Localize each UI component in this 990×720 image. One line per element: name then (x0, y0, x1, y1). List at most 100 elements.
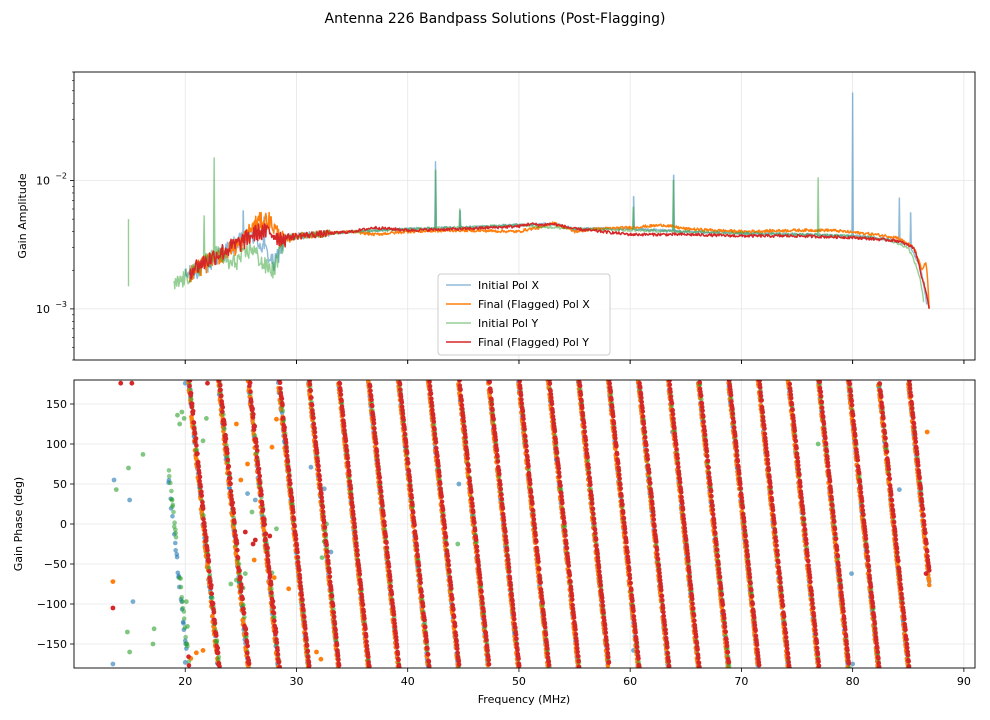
phase-point (190, 408, 196, 414)
phase-point (244, 640, 250, 645)
phase-point (189, 401, 195, 407)
phase-point (169, 497, 175, 503)
phase-outlier-point (249, 509, 255, 515)
phase-point (217, 663, 222, 668)
phase-point (205, 547, 210, 553)
phase-outlier-point (151, 626, 157, 632)
phase-point (323, 532, 328, 538)
amplitude-ticks: 10−310−2 (36, 71, 965, 364)
phase-outlier-point (200, 438, 206, 444)
phase-outlier-point (251, 557, 257, 563)
phase-point (331, 606, 336, 612)
phase-point (238, 589, 244, 594)
phase-point (188, 390, 194, 396)
phase-point (199, 489, 204, 495)
phase-point (191, 425, 197, 431)
phase-outlier-point (127, 649, 133, 655)
phase-point (223, 432, 228, 438)
phase-point (294, 542, 300, 548)
phase-outlier-point (238, 477, 244, 483)
phase-point (271, 605, 276, 610)
phase-point (284, 453, 290, 459)
phase-outlier-point (150, 641, 156, 647)
phase-outlier-point (318, 656, 324, 662)
phase-point (179, 595, 185, 600)
phase-point (291, 517, 297, 522)
phase-outlier-point (314, 649, 319, 655)
phase-point (170, 513, 175, 519)
phase-outlier-point (175, 412, 180, 418)
phase-point (278, 386, 283, 391)
phase-point (254, 448, 260, 453)
phase-point (326, 561, 331, 566)
amplitude-axes-frame (73, 71, 976, 361)
phase-point (234, 540, 240, 546)
phase-point (201, 516, 206, 522)
phase-point (222, 422, 227, 427)
phase-point (232, 520, 237, 525)
phase-point (333, 627, 338, 633)
phase-point (275, 647, 280, 653)
phase-point (194, 443, 199, 448)
phase-point (215, 645, 221, 651)
phase-point (288, 490, 294, 496)
phase-point (225, 450, 230, 456)
legend: Initial Pol X Final (Flagged) Pol X Init… (437, 273, 611, 356)
phase-point (257, 473, 263, 479)
phase-point (201, 520, 207, 526)
phase-point (277, 664, 282, 668)
phase-point (216, 654, 222, 660)
phase-point (312, 425, 317, 431)
phase-point (276, 659, 282, 665)
phase-point (243, 631, 249, 637)
phase-point (201, 513, 206, 518)
phase-point (299, 592, 305, 598)
phase-outlier-point (274, 416, 279, 422)
phase-point (263, 531, 269, 537)
phase-point (298, 586, 304, 592)
phase-point (243, 626, 249, 632)
phase-point (241, 610, 247, 616)
phase-point (254, 455, 260, 460)
phase-point (231, 507, 236, 512)
legend-label-final-pol-y: Final (Flagged) Pol Y (478, 336, 589, 349)
phase-point (240, 596, 245, 602)
phase-point (183, 634, 188, 640)
phase-point (259, 502, 265, 508)
phase-point (320, 509, 326, 514)
phase-point (245, 643, 250, 649)
phase-point (334, 642, 340, 648)
phase-outlier-point (200, 648, 206, 653)
amp-series-final-flagged-pol-y (188, 222, 930, 309)
phase-point (269, 586, 274, 592)
phase-point (305, 648, 311, 654)
phase-point (319, 498, 325, 504)
phase-outlier-point (179, 409, 185, 415)
phase-point (284, 444, 289, 450)
phase-outlier-point (111, 477, 117, 483)
phase-outlier-point (234, 577, 239, 583)
phase-point (327, 574, 333, 580)
phase-outlier-point (183, 599, 189, 604)
phase-point (238, 575, 243, 580)
phase-point (189, 397, 194, 402)
phase-outlier-point (124, 629, 130, 635)
phase-point (209, 582, 214, 588)
phase-outlier-point (234, 421, 239, 427)
phase-point (274, 640, 280, 645)
phase-point (196, 470, 202, 476)
phase-point (236, 561, 242, 567)
phase-outlier-point (308, 464, 314, 470)
phase-point (181, 621, 186, 626)
phase-outlier-point (130, 599, 136, 604)
phase-outlier-point (274, 526, 279, 532)
phase-point (256, 466, 262, 472)
phase-point (309, 402, 315, 408)
phase-point (321, 514, 326, 519)
phase-outlier-point (850, 661, 856, 667)
phase-point (194, 447, 199, 453)
phase-point (202, 528, 208, 533)
phase-point (251, 411, 256, 417)
phase-point (332, 621, 338, 626)
